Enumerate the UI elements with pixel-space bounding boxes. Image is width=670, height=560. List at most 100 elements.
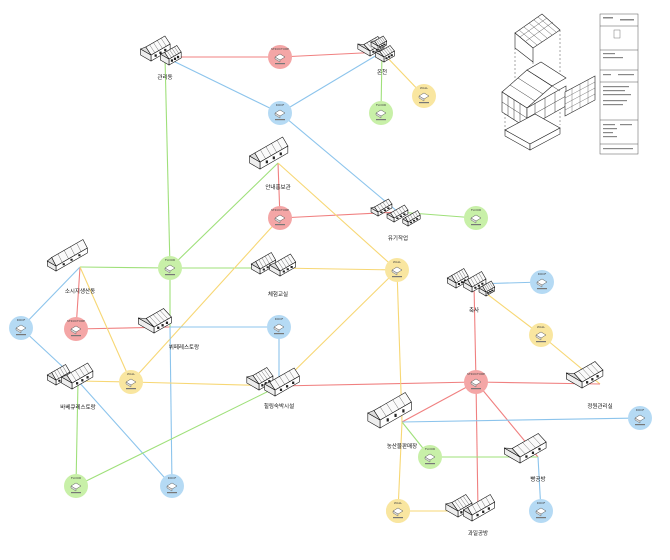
node-green-floor: FLOOR	[464, 206, 488, 230]
node-tag: WALL	[537, 325, 546, 329]
node-tag: ROOF	[17, 318, 26, 322]
building-mass	[386, 204, 409, 223]
building-b1: 관리동	[139, 35, 182, 81]
node-caption-mark	[536, 517, 546, 519]
building-mass	[478, 280, 496, 297]
building-mass	[370, 198, 393, 217]
edge-b12-n_r6	[401, 417, 641, 423]
node-red-structure: STRUCTURE	[268, 45, 292, 69]
component-glyph-side	[15, 327, 22, 334]
node-yellow-wall: WALL	[529, 323, 553, 347]
node-caption-mark	[393, 517, 403, 519]
building-mass	[367, 392, 412, 429]
building-label: 안내홍보관	[265, 183, 290, 191]
node-tag: WALL	[420, 86, 429, 90]
node-caption-mark	[536, 341, 546, 343]
component-glyph-side	[70, 328, 77, 335]
node-tag: FLOOR	[425, 447, 435, 451]
node-red-structure: STRUCTURE	[268, 206, 292, 230]
building-mass	[504, 433, 547, 464]
node-yellow-wall: WALL	[412, 84, 436, 108]
node-tag: ROOF	[168, 476, 177, 480]
building-mass	[263, 367, 300, 397]
building-label: 온천	[377, 68, 387, 76]
building-mass	[268, 253, 297, 277]
node-tag: STRUCTURE	[467, 372, 485, 376]
building-b9: 바베큐레스토랑	[46, 362, 96, 411]
edge-b5-n_r2	[20, 266, 81, 329]
node-caption-mark	[275, 119, 285, 121]
building-mass	[402, 210, 421, 227]
node-caption-mark	[274, 333, 284, 335]
building-mass	[446, 268, 469, 289]
building-label: 유기작업	[388, 234, 408, 242]
node-caption-mark	[71, 492, 81, 494]
node-blue-roof: ROOF	[628, 406, 652, 430]
node-caption-mark	[71, 335, 81, 337]
building-mass	[46, 239, 88, 272]
node-yellow-wall: WALL	[385, 258, 409, 282]
node-tag: ROOF	[537, 501, 546, 505]
building-mass	[250, 252, 277, 275]
building-mass	[139, 35, 171, 62]
node-caption-mark	[471, 388, 481, 390]
component-glyph-side	[375, 112, 382, 119]
building-b13: 빵공방	[504, 433, 547, 483]
node-tag: ROOF	[275, 317, 284, 321]
building-label: 과일공방	[468, 529, 488, 537]
component-glyph-side	[634, 417, 641, 424]
node-caption-mark	[16, 334, 26, 336]
component-glyph-side	[424, 456, 431, 463]
edge-b4-n_f3	[397, 211, 477, 219]
node-tag: ROOF	[538, 272, 547, 276]
node-green-floor: FLOOR	[64, 474, 88, 498]
node-tag: FLOOR	[376, 103, 386, 107]
building-label: 체험교실	[268, 290, 288, 298]
node-red-structure: STRUCTURE	[64, 317, 88, 341]
node-red-structure: STRUCTURE	[464, 370, 488, 394]
node-blue-roof: ROOF	[267, 315, 291, 339]
component-glyph-side	[273, 326, 280, 333]
component-glyph-side	[125, 381, 132, 388]
node-tag: FLOOR	[471, 208, 481, 212]
component-glyph-side	[164, 267, 171, 274]
edge-b7-n_s4	[473, 283, 477, 383]
building-mass	[370, 35, 388, 51]
node-green-floor: FLOOR	[418, 445, 442, 469]
node-caption-mark	[126, 388, 136, 390]
edge-b10-n_w2	[278, 269, 398, 387]
edge-n_r1-b4	[279, 112, 399, 213]
node-blue-roof: ROOF	[268, 101, 292, 125]
node-caption-mark	[537, 288, 547, 290]
building-b2: 온천	[357, 35, 395, 76]
node-caption-mark	[425, 463, 435, 465]
node-caption-mark	[167, 492, 177, 494]
building-label: 빵공방	[530, 475, 545, 483]
node-green-floor: FLOOR	[158, 256, 182, 280]
edge-n_r1-b2	[279, 51, 383, 114]
node-caption-mark	[635, 424, 645, 426]
edge-b9-n_f4	[75, 380, 79, 487]
edge-b3-n_f1	[169, 162, 279, 269]
edge-b5-n_f1	[79, 266, 171, 269]
node-tag: STRUCTURE	[271, 208, 289, 212]
component-glyph-side	[535, 334, 542, 341]
node-caption-mark	[376, 119, 386, 121]
component-glyph-side	[391, 269, 398, 276]
node-tag: FLOOR	[71, 476, 81, 480]
building-b12: 농산물판매장	[367, 392, 417, 450]
building-mass	[246, 367, 274, 391]
edge-n_s4-b12	[401, 381, 477, 423]
exploded-house-axonometric	[501, 13, 596, 151]
node-yellow-wall: WALL	[119, 370, 143, 394]
node-yellow-wall: WALL	[386, 499, 410, 523]
node-caption-mark	[275, 63, 285, 65]
component-glyph-side	[274, 217, 281, 224]
node-caption-mark	[392, 276, 402, 278]
building-mass	[462, 494, 496, 522]
component-glyph-side	[166, 485, 173, 492]
edge-n_s4-b14	[475, 381, 479, 512]
node-tag: STRUCTURE	[67, 319, 85, 323]
component-glyph-side	[392, 510, 399, 517]
node-tag: WALL	[127, 372, 136, 376]
